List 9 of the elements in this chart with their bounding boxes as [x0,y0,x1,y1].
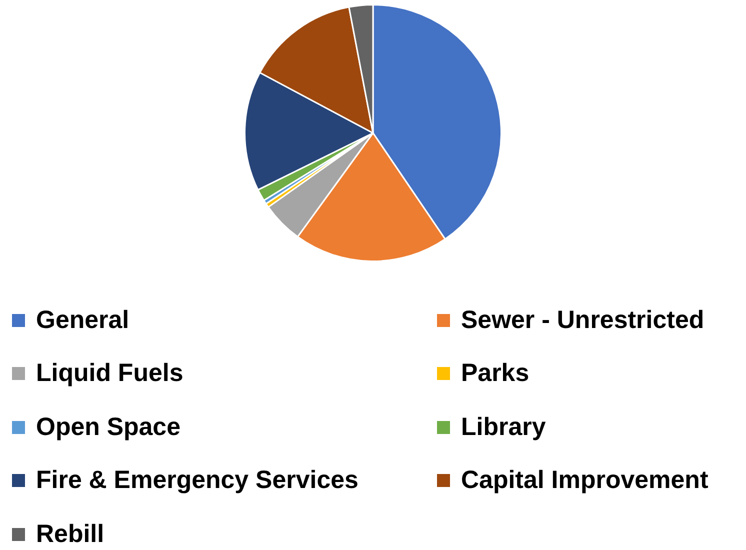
legend-label: Liquid Fuels [36,359,184,388]
legend-label: Sewer - Unrestricted [461,306,704,334]
legend-label: Open Space [36,412,180,442]
legend-label: Parks [461,359,530,388]
legend-label: Rebill [36,520,104,548]
legend-label: General [36,306,130,334]
legend-label: Fire & Emergency Services [36,466,358,495]
legend-label: Library [461,412,546,442]
legend-label: Capital Improvement [461,466,708,495]
